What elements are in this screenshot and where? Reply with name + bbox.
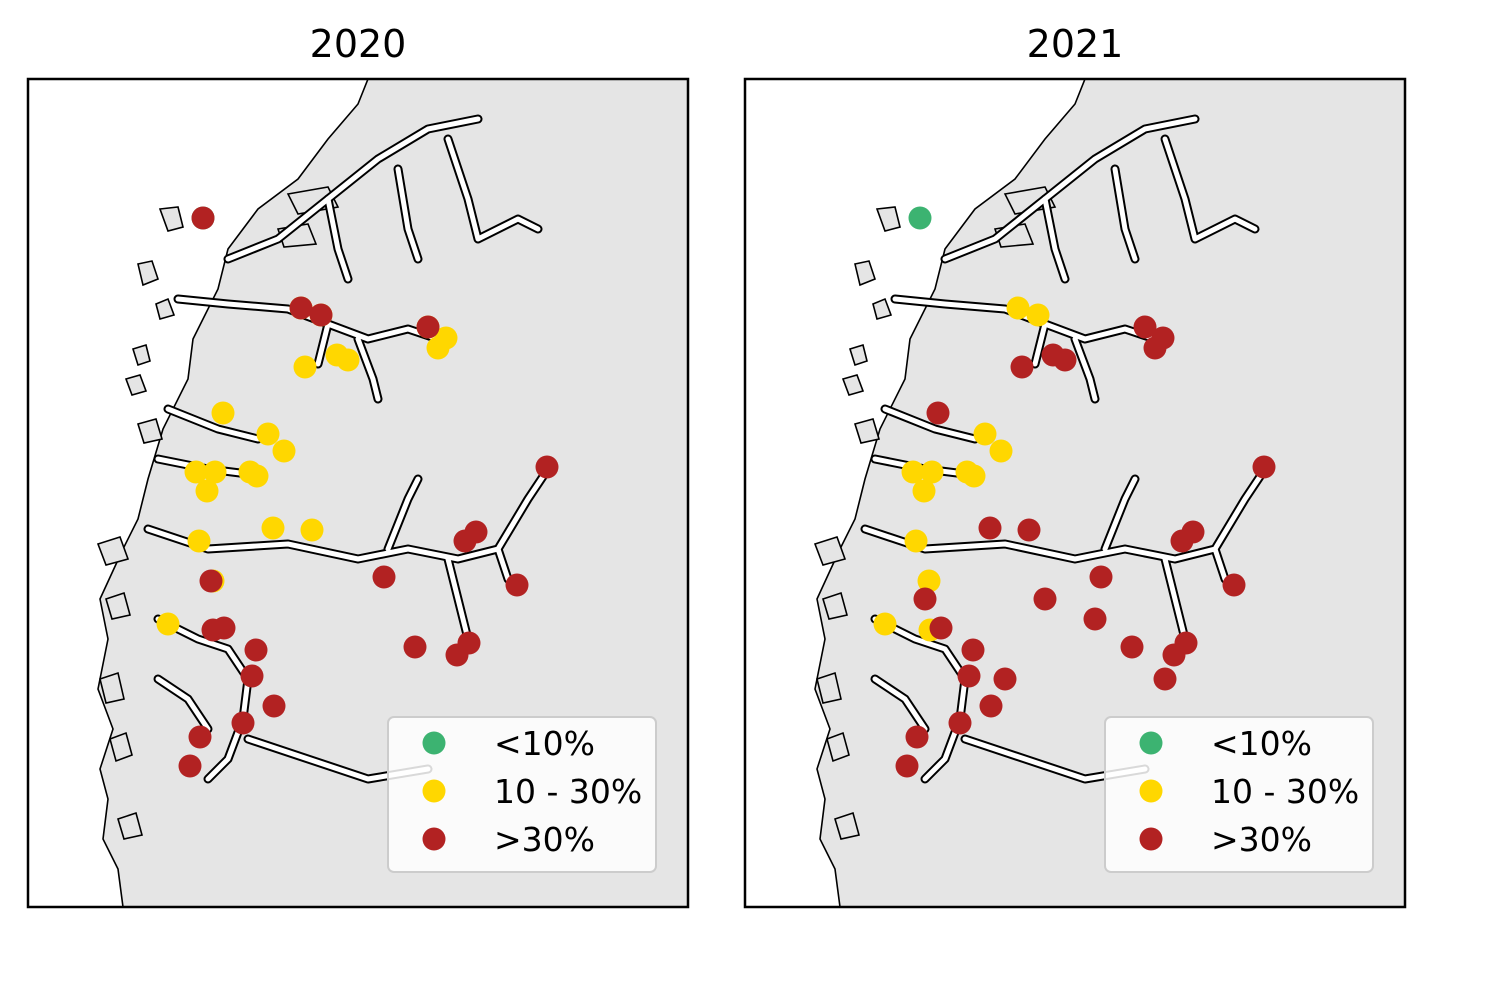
site-marker-mid [256,422,280,446]
site-marker-mid [211,401,235,425]
site-marker-high [178,754,202,778]
site-marker-high [188,725,212,749]
site-marker-mid [962,464,986,488]
legend-marker-low [1139,731,1163,755]
site-marker-mid [973,422,997,446]
site-marker-mid [184,460,208,484]
site-marker-high [416,315,440,339]
site-marker-mid [917,569,941,593]
site-marker-high [453,529,477,553]
panel-title-2020: 2020 [309,22,407,66]
site-marker-mid [426,336,450,360]
site-marker-mid [245,464,269,488]
site-marker-high [191,206,215,230]
site-marker-high [993,667,1017,691]
site-marker-low [908,206,932,230]
site-marker-high [979,694,1003,718]
site-marker-mid [300,518,324,542]
site-marker-mid [920,460,944,484]
site-marker-high [403,635,427,659]
site-marker-mid [293,355,317,379]
site-marker-high [199,569,223,593]
site-marker-high [240,664,264,688]
site-marker-mid [195,479,219,503]
site-marker-high [1053,348,1077,372]
site-marker-mid [904,529,928,553]
site-marker-mid [1006,296,1030,320]
site-marker-high [1252,455,1276,479]
site-marker-high [978,516,1002,540]
legend-label-high: >30% [494,820,595,859]
site-markers-2021 [873,206,1276,778]
site-marker-high [926,401,950,425]
map-panel-2021: <10% 10 - 30% >30% [743,77,1407,909]
site-marker-high [1017,518,1041,542]
site-marker-mid [901,460,925,484]
site-marker-high [505,573,529,597]
legend-marker-high [1139,827,1163,851]
site-marker-mid [187,529,211,553]
site-marker-mid [203,460,227,484]
site-marker-high [1143,336,1167,360]
site-marker-high [445,643,469,667]
site-marker-mid [336,348,360,372]
legend-marker-mid [1139,779,1163,803]
legend-label-mid: 10 - 30% [494,772,642,811]
legend-label-high: >30% [1211,820,1312,859]
site-marker-high [913,587,937,611]
legend-label-mid: 10 - 30% [1211,772,1359,811]
site-marker-high [309,303,333,327]
site-marker-high [895,754,919,778]
site-marker-high [1083,607,1107,631]
site-marker-high [929,616,953,640]
site-marker-high [1010,355,1034,379]
site-marker-mid [873,612,897,636]
site-marker-mid [272,439,296,463]
site-marker-high [262,694,286,718]
legend-2021: <10% 10 - 30% >30% [1104,716,1374,873]
site-marker-high [1170,529,1194,553]
site-marker-high [212,616,236,640]
site-marker-high [1162,643,1186,667]
site-marker-high [231,711,255,735]
legend-2020: <10% 10 - 30% >30% [387,716,657,873]
legend-marker-mid [422,779,446,803]
site-marker-high [905,725,929,749]
site-markers-2020 [156,206,559,778]
legend-marker-high [422,827,446,851]
site-marker-high [1120,635,1144,659]
legend-label-low: <10% [1211,724,1312,763]
site-marker-mid [1026,303,1050,327]
site-marker-mid [989,439,1013,463]
legend-marker-low [422,731,446,755]
legend-label-low: <10% [494,724,595,763]
site-marker-high [244,638,268,662]
site-marker-high [1133,315,1157,339]
site-marker-high [372,565,396,589]
site-marker-high [535,455,559,479]
legend-box [1104,716,1374,873]
site-marker-mid [156,612,180,636]
site-marker-mid [912,479,936,503]
site-marker-mid [261,516,285,540]
site-marker-high [948,711,972,735]
site-marker-high [957,664,981,688]
site-marker-high [289,296,313,320]
map-frame [26,77,690,909]
legend-box [387,716,657,873]
map-panel-2020: <10% 10 - 30% >30% [26,77,690,909]
site-marker-high [1222,573,1246,597]
site-marker-high [1089,565,1113,589]
panel-title-2021: 2021 [1026,22,1124,66]
map-frame [743,77,1407,909]
site-marker-high [1033,587,1057,611]
site-marker-high [1153,667,1177,691]
site-marker-high [961,638,985,662]
